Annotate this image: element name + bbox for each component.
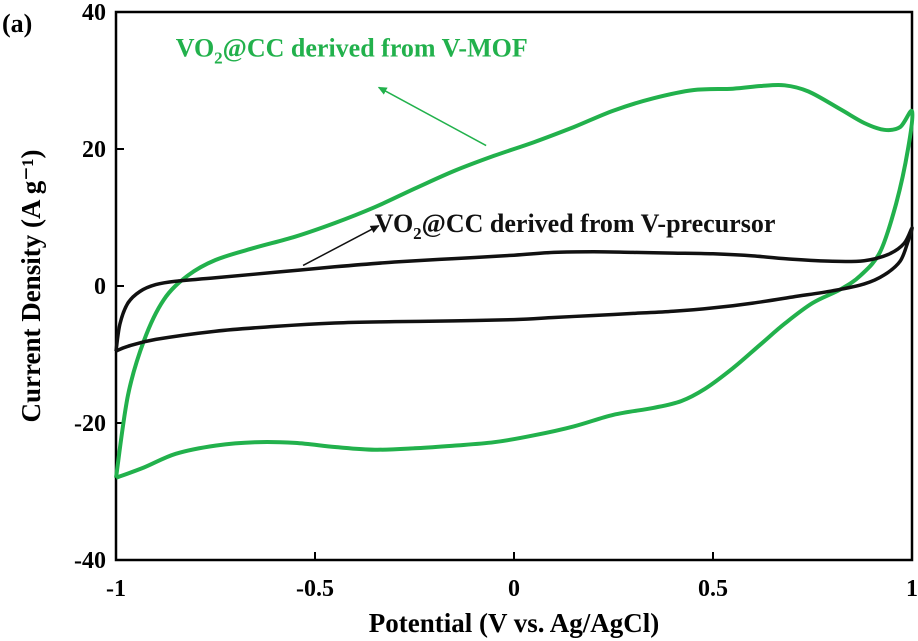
label-part: VO — [375, 209, 413, 238]
y-tick-label: -40 — [74, 548, 106, 574]
y-axis-label: Current Density (A g⁻¹) — [16, 149, 46, 422]
label-part: @CC derived from V-precursor — [422, 209, 776, 238]
y-tick-label: 20 — [82, 137, 106, 163]
panel-label: (a) — [2, 9, 32, 38]
annotation-arrow-v-precursor — [302, 225, 380, 267]
x-tick-label: 0.5 — [698, 576, 728, 602]
y-axis: -40 -20 0 20 40 — [74, 0, 124, 574]
series-label-v-mof: VO2@CC derived from V-MOF — [176, 34, 528, 68]
series-line-v-mof — [114, 82, 915, 480]
plot-frame — [114, 10, 914, 562]
series-label-v-precursor: VO2@CC derived from V-precursor — [375, 209, 776, 243]
x-tick-label: -1 — [106, 576, 126, 602]
x-tick-label: -0.5 — [296, 576, 334, 602]
y-tick-label: 0 — [94, 274, 106, 300]
label-subscript: 2 — [214, 49, 223, 68]
annotation-arrow-v-mof — [377, 86, 487, 147]
label-part: VO — [176, 34, 214, 63]
series-layer — [114, 82, 915, 480]
label-part: @CC derived from V-MOF — [223, 34, 528, 63]
y-tick-label: -20 — [74, 411, 106, 437]
series-line-v-precursor — [114, 226, 914, 353]
label-subscript: 2 — [413, 224, 422, 243]
plot-area — [114, 10, 914, 562]
y-tick-label: 40 — [82, 0, 106, 26]
x-tick-label: 1 — [906, 576, 918, 602]
x-axis-label: Potential (V vs. Ag/AgCl) — [369, 608, 660, 638]
x-tick-label: 0 — [508, 576, 520, 602]
x-axis: -1 -0.5 0 0.5 1 — [106, 552, 918, 602]
